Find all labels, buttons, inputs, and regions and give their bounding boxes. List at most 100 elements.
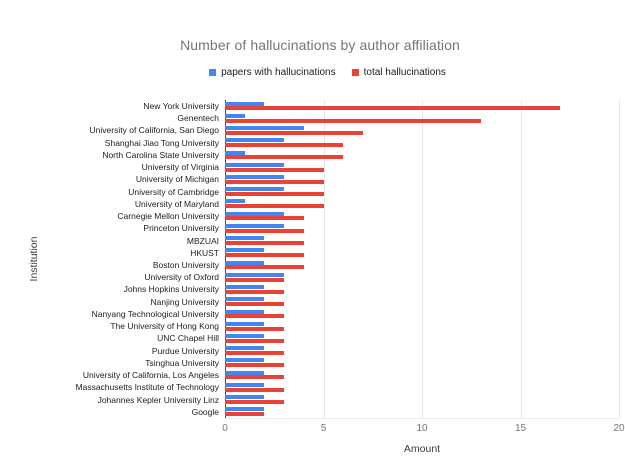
bar-total-hallucinations [225,155,344,160]
bar-papers-with-hallucinations [225,138,285,143]
bar-row: Princeton University [143,222,619,234]
bar-papers-with-hallucinations [225,187,285,192]
category-label: University of Virginia [141,162,219,173]
legend-swatch-total [351,69,359,76]
bar-papers-with-hallucinations [225,150,245,155]
bar-row: Massachusetts Institute of Technology [76,381,619,393]
bar-total-hallucinations [225,167,324,172]
y-axis-title-text: Institution [28,236,40,282]
bar-total-hallucinations [225,240,304,245]
bar-total-hallucinations [225,314,285,319]
bar-row: North Carolina State University [102,149,619,161]
bar-papers-with-hallucinations [225,101,265,106]
gridline-x-20 [619,100,620,418]
bar-row: Boston University [153,259,619,271]
bar-papers-with-hallucinations [225,236,265,241]
category-label: Nanyang Technological University [91,308,219,319]
legend-item-total: total hallucinations [351,67,446,78]
bar-papers-with-hallucinations [225,333,265,338]
bar-total-hallucinations [225,130,363,135]
bar-row: Nanjing University [151,296,619,308]
category-label: North Carolina State University [102,149,219,160]
bar-papers-with-hallucinations [225,199,245,204]
bar-papers-with-hallucinations [225,309,265,314]
bar-papers-with-hallucinations [225,248,265,253]
bar-papers-with-hallucinations [225,260,265,265]
bar-papers-with-hallucinations [225,285,265,290]
bar-row: Johannes Kepler University Linz [98,394,619,406]
category-label: Massachusetts Institute of Technology [75,382,219,393]
bar-row: HKUST [190,247,619,259]
bar-row: University of Cambridge [128,186,619,198]
gridline-x-5 [323,100,325,418]
x-tick-label: 0 [222,423,228,434]
bar-row: Carnegie Mellon University [117,210,619,222]
bar-row: University of Virginia [142,161,619,173]
category-label: MBZUAI [186,235,219,246]
bar-row: Tsinghua University [145,357,619,369]
legend-swatch-papers [209,69,217,76]
bar-total-hallucinations [225,326,285,331]
bar-row: Google [192,406,619,418]
category-label: University of California, Los Angeles [82,370,219,381]
category-label: New York University [143,101,219,111]
bar-total-hallucinations [225,253,304,258]
category-label: Genentech [177,113,219,124]
bar-papers-with-hallucinations [225,223,285,228]
bar-row: University of Michigan [136,173,619,185]
bar-row: Purdue University [152,345,619,357]
category-label: Boston University [152,260,219,270]
legend-item-papers: papers with hallucinations [209,67,336,78]
bar-papers-with-hallucinations [225,174,285,179]
legend-label-total: total hallucinations [363,67,446,78]
bar-papers-with-hallucinations [225,297,265,302]
chart-title: Number of hallucinations by author affil… [180,37,460,53]
bar-total-hallucinations [225,375,285,380]
bar-total-hallucinations [225,216,304,221]
bar-total-hallucinations [225,363,285,368]
legend: papers with hallucinations total halluci… [0,67,625,78]
category-label: Nanjing University [150,296,220,307]
y-axis-line [225,100,226,418]
plot-area: 0 5 10 15 20 New York University Genentech Univ… [76,100,625,434]
category-label: Johns Hopkins University [123,284,219,295]
bar-total-hallucinations [225,277,285,282]
category-label: Tsinghua University [145,357,219,368]
category-label: The University of Hong Kong [110,321,219,332]
bar-papers-with-hallucinations [225,382,265,387]
bar-total-hallucinations [225,204,324,209]
x-tick-label: 5 [320,423,327,434]
bar-papers-with-hallucinations [225,395,265,400]
category-label: Google [191,406,219,417]
gridline-x-15 [520,100,522,418]
bar-row: Johns Hopkins University [124,283,619,295]
category-label: Carnegie Mellon University [117,211,219,222]
bar-row: New York University [143,100,619,112]
bar-papers-with-hallucinations [225,272,285,277]
bar-total-hallucinations [225,387,285,392]
category-label: University of Oxford [144,272,219,283]
bar-papers-with-hallucinations [225,211,285,216]
gridline-x-10 [422,100,423,418]
category-label: University of Maryland [134,198,219,209]
bar-papers-with-hallucinations [225,370,265,375]
bar-total-hallucinations [225,143,344,148]
category-label: HKUST [190,247,219,258]
bar-row: University of California, Los Angeles [83,369,619,381]
bar-total-hallucinations [225,338,285,343]
x-tick-label: 10 [416,423,428,434]
bar-papers-with-hallucinations [225,407,265,412]
bar-total-hallucinations [225,351,285,355]
bar-row: The University of Hong Kong [110,320,619,332]
bar-total-hallucinations [225,179,324,184]
bar-row: University of Oxford [144,271,619,283]
bar-total-hallucinations [225,302,285,307]
bar-papers-with-hallucinations [225,346,265,351]
bar-papers-with-hallucinations [225,126,304,131]
bar-row: Genentech [177,112,619,124]
bar-row: UNC Chapel Hill [157,332,619,344]
bar-row: MBZUAI [187,235,619,247]
category-label: UNC Chapel Hill [157,333,219,344]
bar-total-hallucinations [225,289,285,294]
